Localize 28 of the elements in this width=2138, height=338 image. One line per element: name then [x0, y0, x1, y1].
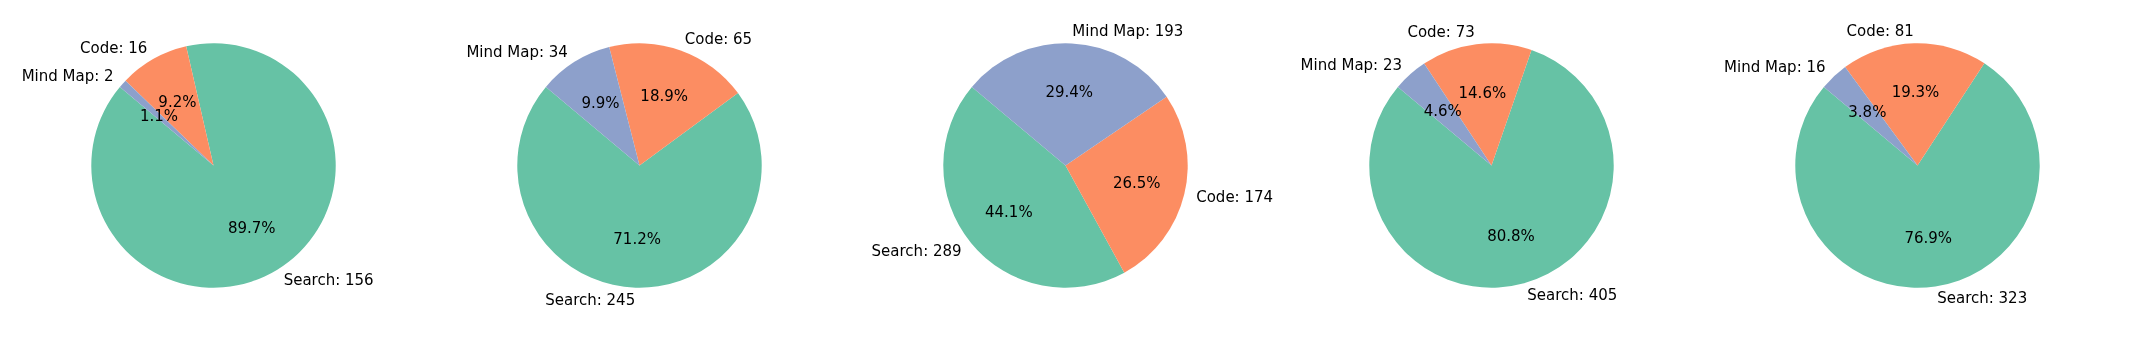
slice-label: Search: 323 [1937, 289, 2028, 308]
data-label: 3.8% [1848, 103, 1887, 122]
data-label: 18.9% [640, 87, 688, 106]
slice-label: Code: 16 [80, 39, 148, 58]
slice-label: Search: 156 [283, 271, 374, 290]
data-label: 4.6% [1423, 101, 1462, 120]
data-label: 76.9% [1904, 229, 1953, 248]
data-label: 9.9% [581, 94, 620, 113]
data-label: 19.3% [1891, 83, 1940, 102]
data-label: 14.6% [1458, 83, 1507, 102]
slice-label: Code: 81 [1846, 22, 1914, 41]
slice-label: Mind Map: 23 [1300, 56, 1403, 75]
data-label: 29.4% [1045, 83, 1094, 102]
data-label: 26.5% [1112, 173, 1161, 192]
data-label: 71.2% [613, 229, 661, 248]
slice-label: Mind Map: 2 [21, 66, 114, 85]
slice-label: Search: 405 [1527, 286, 1618, 305]
slice-label: Code: 73 [1407, 23, 1475, 42]
slice-label: Mind Map: 16 [1724, 58, 1826, 77]
slice-label: Search: 245 [545, 290, 636, 309]
data-label: 44.1% [984, 203, 1033, 222]
slice-label: Code: 174 [1196, 187, 1274, 206]
slice-label: Code: 65 [684, 29, 753, 48]
data-label: 80.8% [1487, 227, 1535, 246]
slice-label: Mind Map: 193 [1072, 22, 1184, 41]
slice-label: Search: 289 [871, 241, 962, 260]
slice-label: Mind Map: 34 [466, 42, 568, 61]
data-label: 89.7% [227, 219, 276, 238]
